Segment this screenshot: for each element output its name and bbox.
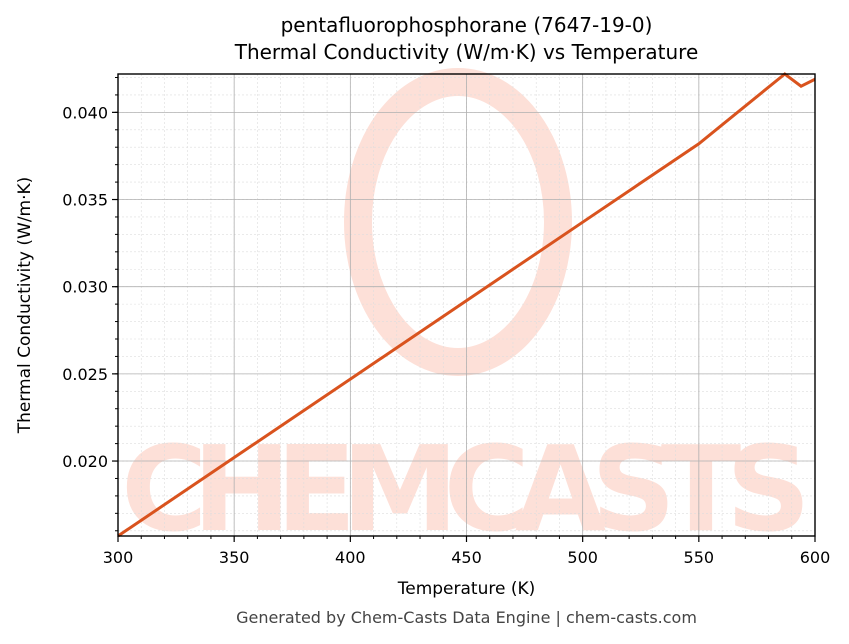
y-tick-label: 0.020 xyxy=(62,452,108,471)
y-tick-label: 0.040 xyxy=(62,103,108,122)
data-line xyxy=(117,72,816,538)
watermark-text: CHEMCASTS xyxy=(121,420,811,558)
plot-frame xyxy=(117,73,816,537)
y-tick-label: 0.030 xyxy=(62,278,108,297)
watermark-logo xyxy=(344,68,572,376)
x-tick-label: 400 xyxy=(335,548,366,567)
x-tick-label: 500 xyxy=(567,548,598,567)
x-tick-label: 350 xyxy=(219,548,250,567)
x-tick-label: 300 xyxy=(103,548,134,567)
chart-title-compound: pentafluorophosphorane (7647-19-0) xyxy=(280,13,653,37)
chart-title-property: Thermal Conductivity (W/m·K) vs Temperat… xyxy=(234,40,699,64)
x-axis-label: Temperature (K) xyxy=(397,579,536,599)
x-tick-label: 600 xyxy=(800,548,831,567)
x-tick-label: 450 xyxy=(451,548,482,567)
footer-credit: Generated by Chem-Casts Data Engine | ch… xyxy=(236,608,697,627)
x-tick-label: 550 xyxy=(684,548,715,567)
y-tick-label: 0.035 xyxy=(62,191,108,210)
y-axis-label: Thermal Conductivity (W/m·K) xyxy=(15,177,35,435)
y-tick-label: 0.025 xyxy=(62,365,108,384)
